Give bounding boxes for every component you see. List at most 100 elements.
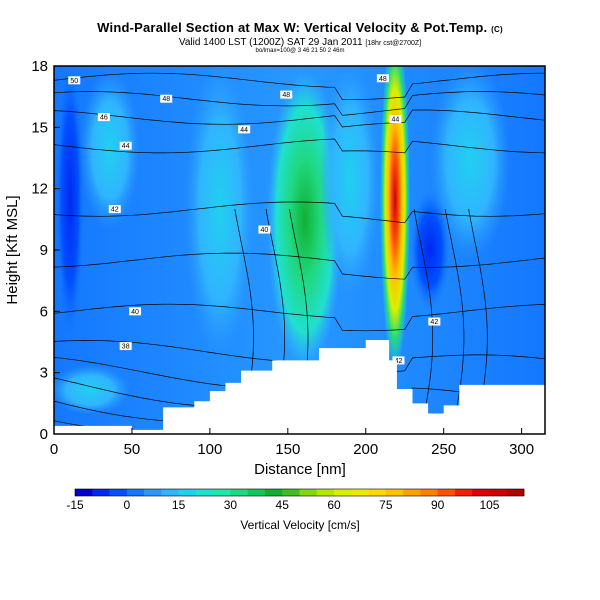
colorbar-swatch	[299, 489, 318, 496]
colorbar-ticks: -15 0 15 30 45 60 75 90 105	[66, 498, 499, 512]
y-axis-label: Height [Kft MSL]	[4, 195, 21, 304]
isentrope-label: 40	[131, 309, 139, 316]
isentrope-label: 48	[282, 92, 290, 99]
y-tick-label: 0	[40, 426, 48, 443]
weak-lift-zone	[80, 70, 140, 230]
isentrope-line	[444, 209, 465, 414]
max-updraft-core	[380, 66, 410, 370]
x-tick-label: 200	[353, 441, 378, 458]
colorbar-swatch	[178, 489, 197, 496]
isentrope-labels: 50 48 46 44 42 40 38 48 44 40 48 44 42 42	[68, 74, 441, 365]
x-tick-label: 150	[275, 441, 300, 458]
isentrope-label-box	[119, 141, 132, 150]
isentrope-label-box	[376, 74, 389, 83]
y-tick-label: 3	[40, 365, 48, 382]
colorbar-swatch	[454, 489, 473, 496]
isentrope-line	[54, 91, 545, 116]
x-tick-label: 100	[197, 441, 222, 458]
colorbar-swatch	[351, 489, 369, 496]
sinking-zone	[56, 66, 84, 340]
colorbar-swatch	[368, 489, 387, 496]
y-tick-label: 12	[31, 181, 48, 198]
isentrope-line	[54, 72, 545, 101]
colorbar-swatch	[334, 489, 352, 496]
colorbar-tick-label: 75	[379, 498, 393, 512]
colorbar-swatch	[213, 489, 231, 496]
isentrope-line	[54, 201, 545, 224]
colorbar-label: Vertical Velocity [cm/s]	[240, 518, 359, 532]
terrain	[54, 339, 545, 434]
isentrope-label-box	[160, 94, 173, 103]
isentrope-label-box	[129, 307, 142, 316]
colorbar-tick-label: 105	[479, 498, 499, 512]
isentrope-label: 42	[430, 319, 438, 326]
isentrope-label-box	[392, 356, 405, 365]
isentrope-line	[54, 138, 545, 154]
colorbar-swatch	[195, 489, 214, 496]
colorbar-swatch	[144, 489, 162, 496]
colorbar-swatch	[247, 489, 266, 496]
weak-lift-zone	[320, 66, 380, 300]
colorbar-tick-label: 15	[172, 498, 186, 512]
low-level-lift	[54, 365, 130, 415]
colorbar-swatch	[489, 489, 508, 496]
isentrope-label: 46	[100, 115, 108, 122]
x-tick-label: 0	[50, 441, 58, 458]
isentrope-label: 40	[261, 227, 269, 234]
isentrope-label-box	[238, 125, 251, 134]
chart-detail-line: bo/lmax=100@ 3 46 21 50 2 46m	[255, 48, 345, 54]
isentrope-label-box	[97, 113, 110, 122]
weak-lift-zone	[185, 66, 255, 360]
colorbar-tick-label: 90	[431, 498, 445, 512]
colorbar-tick-label: 30	[224, 498, 238, 512]
colorbar-swatch	[472, 489, 490, 496]
isentrope-line	[413, 209, 434, 414]
y-tick-label: 15	[31, 119, 48, 136]
isentrope-label-box	[428, 317, 441, 326]
chart-title: Wind-Parallel Section at Max W: Vertical…	[97, 20, 503, 35]
colorbar-tick-label: -15	[66, 498, 84, 512]
colorbar-swatch	[282, 489, 300, 496]
colorbar-swatch	[92, 489, 110, 496]
colorbar-swatch	[316, 489, 335, 496]
isentrope-label: 38	[122, 344, 130, 351]
colorbar-swatch	[264, 489, 283, 496]
colorbar-swatch	[385, 489, 404, 496]
isentrope-line	[468, 209, 488, 414]
x-axis-ticks: 0 50 100 150 200 250 300	[50, 428, 534, 458]
isentrope-label: 48	[162, 96, 170, 103]
isentrope-label: 44	[391, 117, 399, 124]
isentrope-line	[54, 303, 545, 332]
isentrope-label: 48	[379, 76, 387, 83]
x-tick-label: 50	[124, 441, 141, 458]
colorbar-swatch	[75, 489, 93, 496]
y-tick-label: 9	[40, 242, 48, 259]
y-tick-label: 6	[40, 303, 48, 320]
isentrope-label-box	[119, 342, 132, 351]
isentrope-label: 42	[111, 207, 119, 214]
isentrope-label: 44	[240, 127, 248, 134]
colorbar	[74, 488, 525, 497]
isentrope-label: 44	[122, 143, 130, 150]
colorbar-swatch	[403, 489, 421, 496]
sinking-zone	[410, 190, 450, 310]
colorbar-tick-label: 45	[276, 498, 290, 512]
isentrope-line	[54, 109, 545, 128]
plot-area: 50 48 46 44 42 40 38 48 44 40 48 44 42 42	[54, 66, 545, 434]
chart-subtitle: Valid 1400 LST (1200Z) SAT 29 Jan 2011 […	[178, 37, 422, 48]
colorbar-swatch	[126, 489, 145, 496]
isentrope-label-box	[108, 205, 121, 214]
colorbar-tick-label: 0	[123, 498, 130, 512]
y-axis-ticks: 0 3 6 9 12 15 18	[31, 58, 60, 443]
isentrope-label-box	[258, 225, 271, 234]
colorbar-tick-label: 60	[327, 498, 341, 512]
isentrope-label: 50	[70, 78, 78, 85]
colorbar-frame	[74, 488, 525, 497]
y-tick-label: 18	[31, 58, 48, 75]
x-axis-label: Distance [nm]	[254, 461, 346, 478]
colorbar-swatch	[420, 489, 438, 496]
colorbar-swatch	[109, 489, 128, 496]
isentrope-label-box	[68, 76, 81, 85]
colorbar-swatch	[230, 489, 248, 496]
